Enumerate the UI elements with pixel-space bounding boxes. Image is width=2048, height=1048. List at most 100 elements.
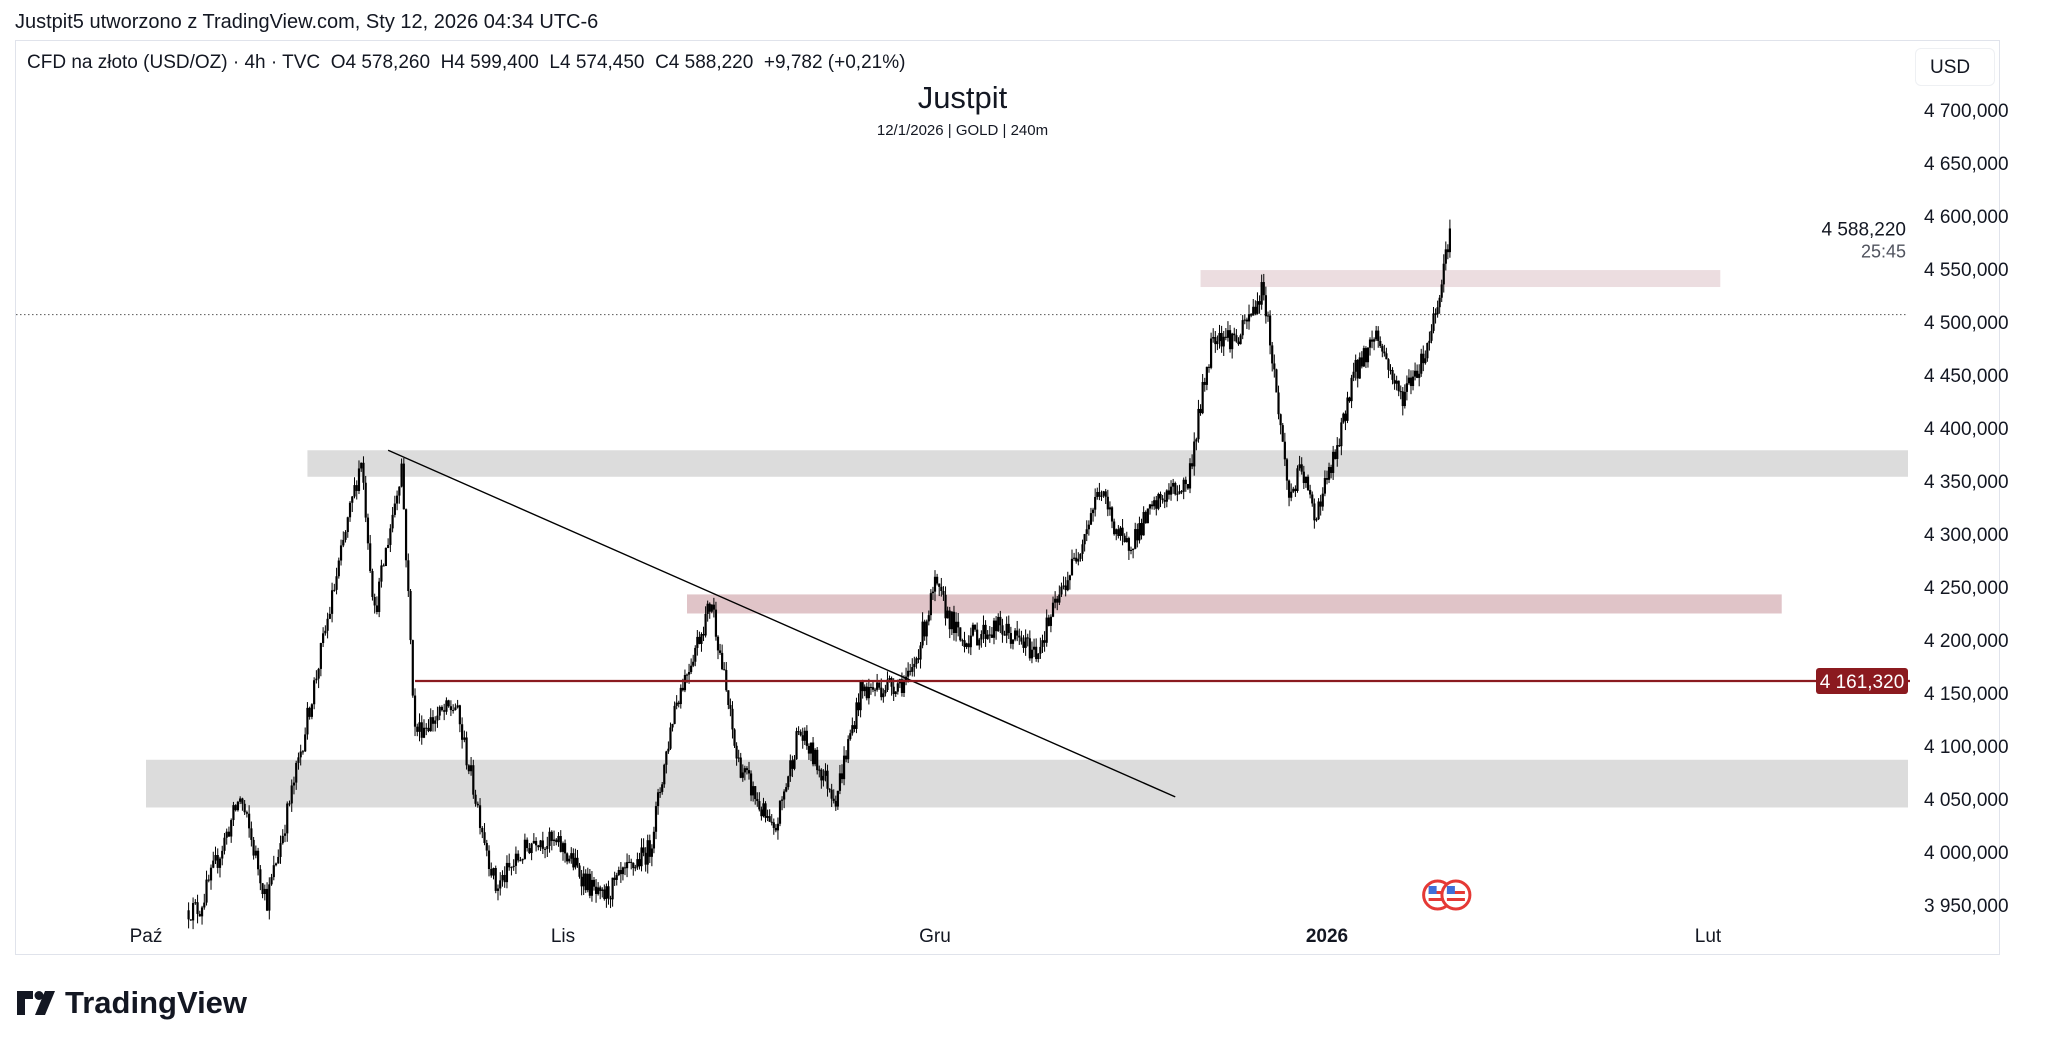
candle	[1436, 307, 1439, 315]
tradingview-logo[interactable]: TradingView	[17, 985, 247, 1021]
candle	[1098, 491, 1101, 497]
candle	[519, 860, 522, 862]
candle	[481, 827, 484, 833]
candle	[1329, 467, 1333, 473]
level-price-label: 4 161,320	[1820, 672, 1905, 693]
candle	[892, 686, 895, 695]
candle	[917, 658, 920, 660]
candle	[1264, 295, 1267, 317]
candle	[308, 707, 311, 717]
candle	[623, 867, 627, 869]
candle	[1397, 380, 1400, 392]
candle	[1094, 496, 1097, 510]
candle	[642, 847, 645, 853]
zone-rectangle[interactable]	[307, 450, 1909, 477]
candle	[830, 789, 833, 799]
candle	[702, 634, 705, 636]
candle	[1366, 347, 1370, 363]
candle	[550, 831, 553, 842]
candle	[586, 873, 589, 891]
candle	[243, 803, 246, 813]
candle	[362, 462, 365, 483]
candle	[967, 643, 970, 648]
zone-rectangle[interactable]	[1200, 270, 1721, 288]
candle	[467, 765, 470, 772]
candle	[239, 798, 242, 802]
candle	[576, 857, 579, 866]
candle	[292, 782, 296, 786]
candle	[218, 858, 222, 868]
candle	[485, 842, 488, 851]
candle	[283, 833, 287, 836]
candle	[708, 603, 711, 612]
candle	[961, 640, 964, 642]
candle	[1051, 602, 1055, 617]
candle	[272, 865, 275, 878]
candle	[995, 620, 998, 632]
symbol-name[interactable]: CFD na złoto (USD/OZ) · 4h · TVC	[27, 52, 321, 73]
candle	[1420, 353, 1423, 374]
candle	[1041, 640, 1044, 647]
candle	[692, 661, 695, 666]
candle	[737, 757, 740, 759]
candle	[826, 770, 829, 789]
candle	[667, 748, 670, 752]
candle	[1258, 301, 1261, 305]
candle	[528, 848, 531, 854]
candle	[1368, 339, 1372, 348]
zone-rectangle[interactable]	[687, 594, 1782, 614]
candle	[351, 496, 354, 503]
candle	[601, 889, 604, 891]
candle	[539, 840, 542, 848]
candle	[785, 787, 788, 792]
candle	[1064, 585, 1067, 591]
candle	[869, 686, 873, 688]
candle	[690, 665, 693, 673]
candle	[517, 853, 520, 861]
candle	[867, 686, 870, 699]
candle	[546, 845, 549, 849]
candle	[1300, 464, 1303, 472]
candle	[834, 800, 837, 807]
candle	[505, 862, 509, 883]
candle	[795, 731, 798, 760]
candle	[387, 544, 390, 548]
candle	[762, 803, 765, 817]
candle	[1250, 314, 1253, 316]
candle	[694, 647, 697, 662]
zone-rectangle[interactable]	[146, 759, 1908, 808]
candle	[375, 605, 379, 612]
candle	[640, 847, 643, 867]
candle	[333, 589, 336, 591]
candle	[774, 827, 777, 831]
candle	[778, 800, 782, 824]
candle	[364, 482, 367, 518]
us-flag-event-icon[interactable]	[1440, 879, 1472, 911]
candle	[659, 791, 662, 793]
trendline[interactable]	[387, 449, 1176, 798]
high-value: H4 599,400	[440, 52, 539, 73]
candle	[816, 749, 819, 771]
candle	[1020, 637, 1023, 642]
candle	[1342, 413, 1345, 423]
candle	[865, 686, 868, 699]
candle	[621, 867, 625, 875]
candle	[342, 539, 345, 546]
currency-button[interactable]: USD	[1915, 48, 1995, 86]
candle	[1155, 500, 1158, 509]
candle	[770, 821, 773, 823]
candle	[876, 682, 879, 690]
candle	[1028, 638, 1031, 659]
candle	[369, 543, 372, 572]
candle	[512, 865, 515, 868]
chart-panel[interactable]	[15, 40, 2000, 955]
candle	[925, 621, 928, 637]
candle	[636, 859, 639, 868]
open-value: O4 578,260	[330, 52, 431, 73]
candle	[1072, 557, 1076, 559]
candle	[389, 528, 392, 545]
candle	[971, 624, 975, 636]
price-tick-label: 4 500,000	[1924, 313, 2009, 334]
candle	[541, 840, 544, 849]
